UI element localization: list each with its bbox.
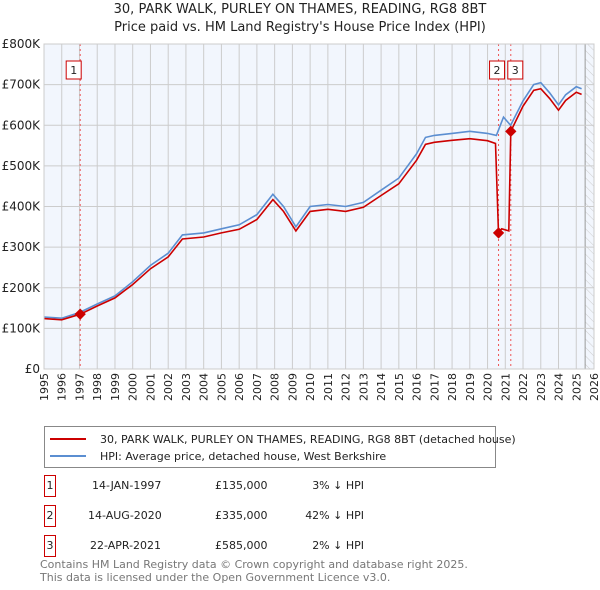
sale-label-box	[507, 60, 524, 80]
x-tick-label: 2017	[428, 373, 441, 401]
x-tick-label: 2024	[553, 373, 566, 401]
sale-label-box	[65, 60, 82, 80]
sale-date: 14-AUG-2020	[88, 509, 162, 522]
legend-swatch-hpi	[50, 455, 86, 457]
sale-point	[492, 227, 505, 239]
y-tick-label: £500K	[2, 159, 42, 173]
x-tick-label: 2000	[127, 373, 140, 401]
x-tick-label: 2018	[446, 373, 459, 401]
x-tick-label: 2002	[162, 373, 175, 401]
sale-price: £585,000	[215, 539, 268, 552]
x-tick-label: 2026	[588, 373, 600, 401]
x-tick-label: 2014	[375, 373, 388, 401]
sale-price: £335,000	[215, 509, 268, 522]
x-tick-label: 2012	[340, 373, 353, 401]
legend-label-hpi: HPI: Average price, detached house, West…	[100, 449, 387, 463]
plot-area: 1995 1996 1997 1998 1999 2000 2001 2002 2003 2004…	[2, 37, 600, 401]
sale-price: £135,000	[215, 479, 268, 492]
sale-marker-label: 2	[44, 505, 56, 527]
sale-marker-label: 1	[44, 475, 56, 497]
sale-row: 3 22-APR-2021 £585,000 2% ↓ HPI	[44, 535, 444, 557]
y-tick-label: £300K	[2, 240, 42, 254]
x-tick-label: 2022	[517, 373, 530, 401]
x-tick-label: 2020	[482, 373, 495, 401]
sale-row: 2 14-AUG-2020 £335,000 42% ↓ HPI	[44, 505, 444, 527]
sale-label: 3	[512, 64, 519, 77]
x-tick-label: 2010	[304, 373, 317, 401]
sale-marker-label: 3	[44, 535, 56, 557]
y-tick-label: £700K	[2, 78, 42, 92]
x-tick-label: 2021	[499, 373, 512, 401]
chart-subtitle: Price paid vs. HM Land Registry's House …	[114, 20, 486, 35]
y-tick-label: £0	[25, 362, 40, 376]
sale-label-box	[489, 60, 506, 80]
sale-hpi-diff: 2% ↓ HPI	[312, 539, 364, 552]
x-tick-label: 1999	[109, 373, 122, 401]
x-tick-label: 2003	[180, 373, 193, 401]
legend-label-property: 30, PARK WALK, PURLEY ON THAMES, READING…	[100, 432, 516, 446]
x-tick-label: 2013	[357, 373, 370, 401]
x-tick-label: 2015	[393, 373, 406, 401]
sale-label: 1	[70, 64, 77, 77]
legend: 30, PARK WALK, PURLEY ON THAMES, READING…	[44, 426, 516, 468]
property-price-line	[43, 87, 582, 321]
footer-line: Contains HM Land Registry data © Crown c…	[40, 558, 468, 571]
x-tick-label: 2016	[411, 373, 424, 401]
x-tick-label: 2019	[464, 373, 477, 401]
sale-point	[505, 125, 517, 138]
x-tick-label: 2004	[198, 373, 211, 401]
y-tick-label: £400K	[2, 200, 42, 214]
plot-border	[43, 43, 595, 370]
y-tick-label: £600K	[2, 118, 42, 132]
footer: Contains HM Land Registry data © Crown c…	[40, 558, 468, 584]
sale-row: 1 14-JAN-1997 £135,000 3% ↓ HPI	[44, 475, 444, 497]
sale-date: 14-JAN-1997	[92, 479, 162, 492]
x-tick-label: 2023	[535, 373, 548, 401]
footer-line: This data is licensed under the Open Gov…	[40, 571, 391, 584]
x-tick-label: 2008	[269, 373, 282, 401]
sale-hpi-diff: 42% ↓ HPI	[305, 509, 364, 522]
hpi-line	[43, 81, 582, 320]
x-tick-label: 2005	[215, 373, 228, 401]
legend-swatch-property	[50, 438, 86, 440]
sale-label: 2	[494, 64, 501, 77]
x-tick-label: 2001	[144, 373, 157, 401]
sale-hpi-diff: 3% ↓ HPI	[312, 479, 364, 492]
x-tick-label: 2025	[570, 373, 583, 401]
x-tick-label: 2009	[286, 373, 299, 401]
x-tick-label: 2007	[251, 373, 264, 401]
x-tick-label: 1996	[56, 373, 69, 401]
sale-date: 22-APR-2021	[90, 539, 162, 552]
x-tick-label: 2006	[233, 373, 246, 401]
x-tick-label: 1997	[73, 373, 86, 401]
y-tick-label: £100K	[2, 321, 42, 335]
y-tick-label: £800K	[2, 37, 42, 51]
x-tick-label: 1995	[38, 373, 51, 401]
x-tick-label: 1998	[91, 373, 104, 401]
chart-title: 30, PARK WALK, PURLEY ON THAMES, READING…	[113, 2, 487, 17]
y-tick-label: £200K	[2, 281, 42, 295]
x-tick-label: 2011	[322, 373, 335, 401]
